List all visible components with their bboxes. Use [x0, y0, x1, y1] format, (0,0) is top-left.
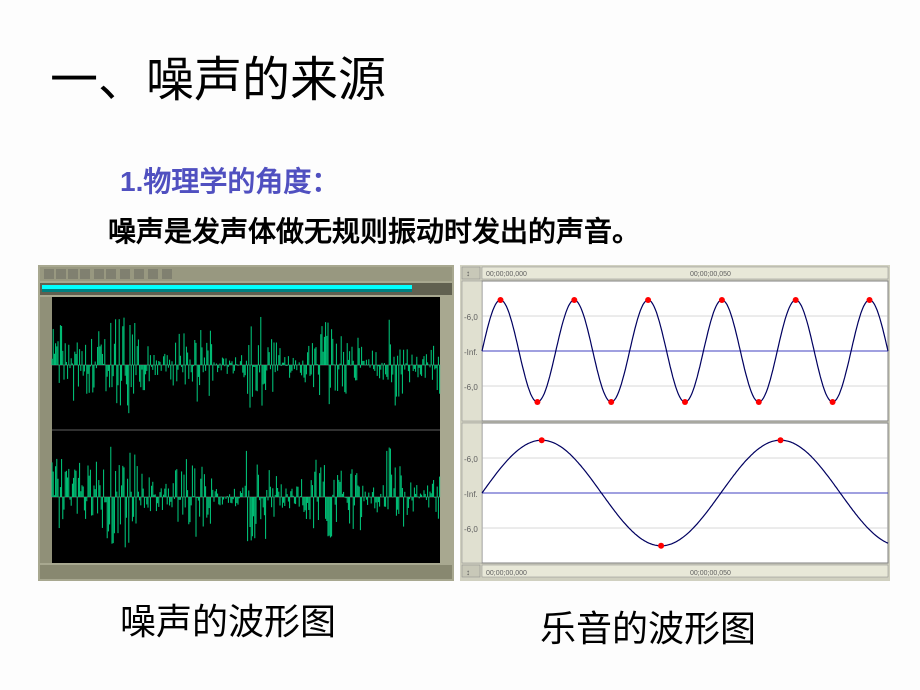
- svg-text:↕: ↕: [466, 568, 470, 577]
- page-title: 一、噪声的来源: [50, 40, 386, 110]
- subtitle-text: 物理学的角度：: [143, 166, 339, 197]
- y-label: -Inf.: [464, 348, 478, 357]
- y-label: -6,0: [464, 313, 478, 322]
- y-label: -6,0: [464, 525, 478, 534]
- y-label: -6,0: [464, 383, 478, 392]
- caption-noise: 噪声的波形图: [120, 593, 336, 645]
- ruler-label-1: 00;00;00,000: [486, 271, 527, 278]
- subtitle-number: 1.: [120, 166, 143, 197]
- definition-text: 噪声是发声体做无规则振动时发出的声音。: [108, 210, 640, 250]
- caption-music: 乐音的波形图: [540, 600, 756, 652]
- music-waveform-chart: ↕ 00;00;00,000 00;00;00,050 -6,0 -Inf. -…: [460, 265, 890, 581]
- y-label: -Inf.: [464, 490, 478, 499]
- ruler-label-2b: 00;00;00,050: [690, 570, 731, 577]
- ruler-label-1b: 00;00;00,000: [486, 570, 527, 577]
- y-label: -6,0: [464, 455, 478, 464]
- ruler-label-2: 00;00;00,050: [690, 271, 731, 278]
- subtitle: 1.物理学的角度：: [120, 160, 339, 200]
- noise-waveform-chart: [38, 265, 454, 581]
- svg-text:↕: ↕: [466, 269, 470, 278]
